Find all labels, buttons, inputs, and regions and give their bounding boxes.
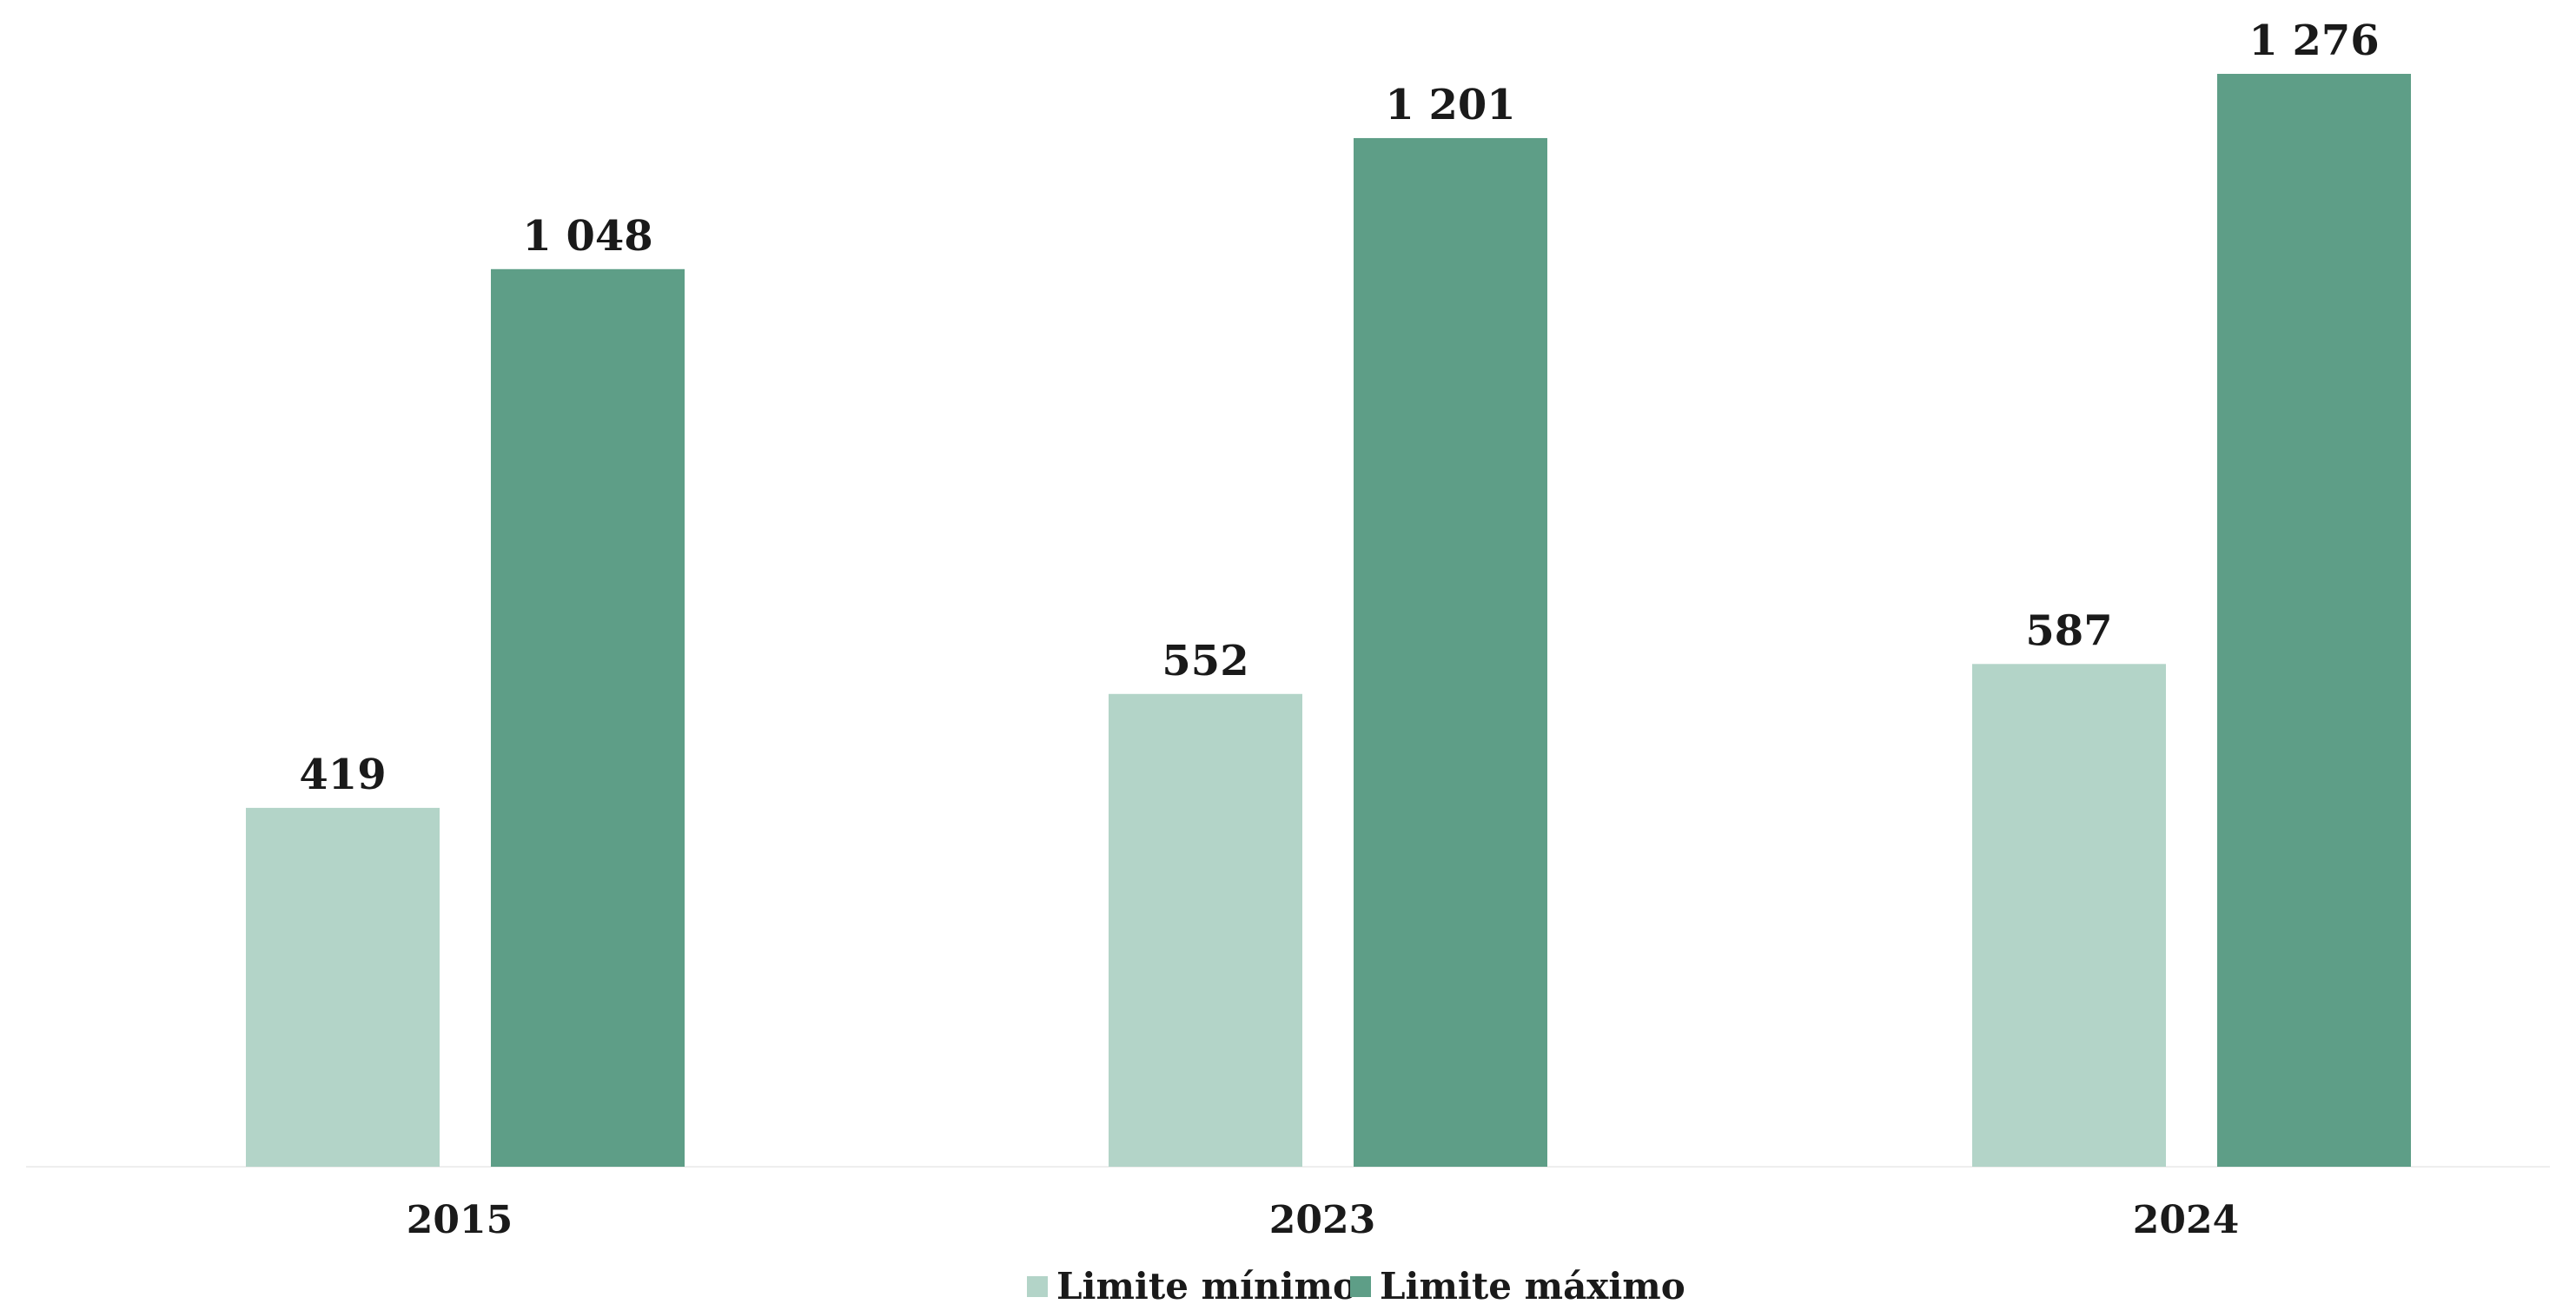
bar-value-label-max-2015: 1 048 — [522, 212, 652, 261]
bar-min-2015 — [246, 807, 440, 1167]
bar-value-label-min-2015: 419 — [299, 751, 386, 799]
x-tick-label-2024: 2024 — [2133, 1198, 2239, 1242]
bar-labels-layer: 419 1 048 552 1 201 587 1 276 — [299, 17, 2379, 799]
x-tick-labels-layer: 2015 2023 2024 — [407, 1198, 2239, 1242]
legend: Limite mínimo Limite máximo — [1027, 1265, 1685, 1304]
bar-value-label-min-2023: 552 — [1162, 637, 1248, 685]
legend-label-max: Limite máximo — [1380, 1265, 1685, 1304]
legend-label-min: Limite mínimo — [1056, 1265, 1357, 1304]
bar-value-label-max-2024: 1 276 — [2248, 17, 2379, 65]
bar-min-2024 — [1972, 664, 2166, 1167]
bar-value-label-min-2024: 587 — [2025, 606, 2112, 655]
bar-min-2023 — [1109, 693, 1302, 1167]
bar-max-2023 — [1354, 137, 1547, 1167]
legend-swatch-max — [1350, 1276, 1371, 1297]
bar-max-2024 — [2217, 74, 2411, 1167]
x-tick-label-2023: 2023 — [1269, 1198, 1375, 1242]
bars-layer — [246, 74, 2411, 1167]
bar-max-2015 — [491, 268, 685, 1167]
x-tick-label-2015: 2015 — [407, 1198, 513, 1242]
legend-swatch-min — [1027, 1276, 1048, 1297]
bar-value-label-max-2023: 1 201 — [1385, 81, 1515, 129]
